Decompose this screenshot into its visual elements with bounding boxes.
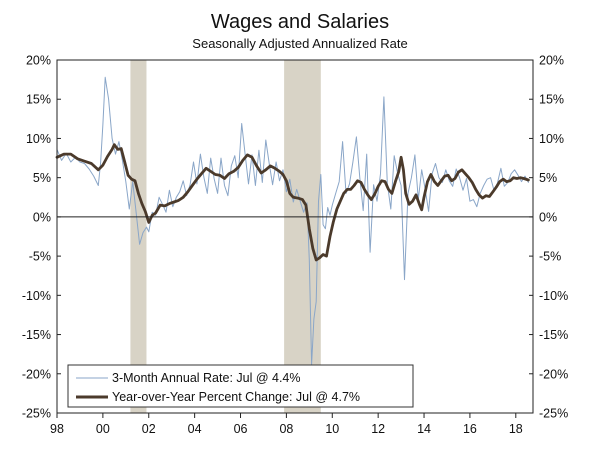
y-tick-label-right: 10%: [539, 132, 564, 146]
y-tick-label-left: -20%: [22, 367, 51, 381]
series-lines: [55, 76, 530, 365]
legend: 3-Month Annual Rate: Jul @ 4.4% Year-ove…: [67, 364, 414, 408]
legend-box: [67, 364, 414, 408]
x-tick-label: 14: [417, 422, 431, 436]
y-tick-label-left: -10%: [22, 289, 51, 303]
axes: [56, 59, 534, 414]
y-tick-label-left: -15%: [22, 328, 51, 342]
y-tick-label-left: 0%: [33, 210, 51, 224]
y-tick-label-right: -15%: [539, 328, 568, 342]
y-tick-label-right: 0%: [539, 210, 557, 224]
y-tick-label-right: -5%: [539, 250, 561, 264]
plot-frame: [56, 59, 534, 414]
tick-labels: 20% 20% 15% 15% 10% 10% 5% 5% 0% 0% -5% -5% -10% -10%…: [22, 54, 568, 437]
y-tick-label-right: -10%: [539, 289, 568, 303]
y-tick-label-left: -5%: [29, 250, 51, 264]
y-tick-label-left: 10%: [26, 132, 51, 146]
series-line-year-over-year-change: [55, 143, 530, 262]
x-tick-label: 98: [50, 422, 64, 436]
x-tick-label: 00: [96, 422, 110, 436]
x-tick-label: 10: [325, 422, 339, 436]
x-tick-label: 08: [279, 422, 293, 436]
y-tick-label-left: -25%: [22, 407, 51, 421]
legend-label-yoy: Year-over-Year Percent Change: Jul @ 4.7…: [112, 390, 360, 404]
recession-band-2: [284, 60, 321, 413]
y-tick-label-right: 20%: [539, 54, 564, 68]
x-tick-label: 16: [463, 422, 477, 436]
recession-shading: [130, 60, 321, 413]
y-tick-label-right: 5%: [539, 171, 557, 185]
y-tick-label-right: -25%: [539, 407, 568, 421]
y-tick-label-left: 5%: [33, 171, 51, 185]
series-line-3-month-annual-rate: [56, 76, 529, 365]
x-tick-label: 02: [142, 422, 156, 436]
x-tick-label: 18: [509, 422, 523, 436]
x-tick-label: 12: [371, 422, 385, 436]
x-tick-label: 06: [234, 422, 248, 436]
legend-label-3-month: 3-Month Annual Rate: Jul @ 4.4%: [112, 371, 301, 385]
y-tick-label-right: 15%: [539, 93, 564, 107]
y-tick-label-right: -20%: [539, 367, 568, 381]
y-tick-label-left: 20%: [26, 54, 51, 68]
chart-title: Wages and Salaries: [211, 11, 389, 33]
chart-subtitle: Seasonally Adjusted Annualized Rate: [192, 36, 407, 51]
y-tick-label-left: 15%: [26, 93, 51, 107]
x-tick-label: 04: [188, 422, 202, 436]
